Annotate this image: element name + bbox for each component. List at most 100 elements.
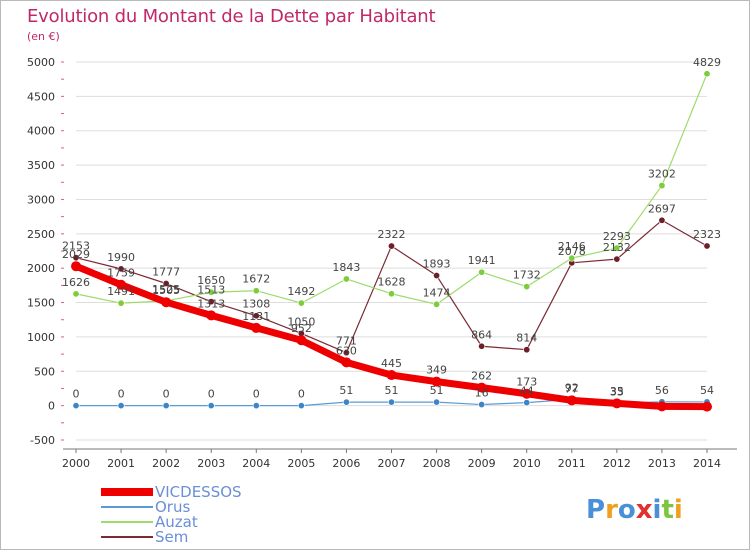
labels-orus: 0 0 0 0 0 0 51 51 51 16 44 92 35 56 54 <box>73 381 715 400</box>
series-sem <box>72 216 711 357</box>
data-point <box>342 349 350 357</box>
data-label: 2078 <box>558 245 586 258</box>
data-label: 262 <box>471 370 492 383</box>
data-label: 2029 <box>62 248 90 261</box>
data-point <box>523 346 531 354</box>
data-label: 1491 <box>107 285 135 298</box>
data-label: 1941 <box>468 254 496 267</box>
data-label: 1843 <box>332 261 360 274</box>
labels-auzat: 1626 1491 1525 1650 1672 1492 1843 1628 1474 1941… <box>62 56 721 300</box>
data-point <box>703 70 711 78</box>
data-label: 2153 <box>62 240 90 253</box>
data-label: 0 <box>73 388 80 401</box>
x-tick-label: 2014 <box>693 457 721 470</box>
data-label: 1626 <box>62 276 90 289</box>
data-label: 0 <box>208 388 215 401</box>
legend-swatch <box>101 506 153 508</box>
data-point <box>521 388 532 399</box>
data-label: 1672 <box>242 273 270 286</box>
data-label: 51 <box>430 384 444 397</box>
data-label: 1732 <box>513 269 541 282</box>
data-label: 1474 <box>423 286 451 299</box>
data-point <box>206 310 217 321</box>
data-point <box>386 370 397 381</box>
data-label: 2697 <box>648 202 676 215</box>
data-point <box>251 322 262 333</box>
data-point <box>342 275 350 283</box>
data-label: 1525 <box>152 283 180 296</box>
data-point <box>116 279 127 290</box>
data-label: 1990 <box>107 251 135 264</box>
data-point <box>252 312 260 320</box>
legend-item-sem: Sem <box>101 528 321 546</box>
data-point <box>656 401 667 412</box>
y-tick-label: 3000 <box>27 193 55 206</box>
legend-item-orus: Orus <box>101 498 321 516</box>
y-tick-label: 1500 <box>27 297 55 310</box>
data-point <box>613 255 621 263</box>
data-point <box>433 398 441 406</box>
data-point <box>476 382 487 393</box>
x-tick-label: 2000 <box>62 457 90 470</box>
data-label: 445 <box>381 357 402 370</box>
x-tick-label: 2010 <box>513 457 541 470</box>
data-point <box>252 402 260 410</box>
x-tick-label: 2003 <box>197 457 225 470</box>
data-label: 1050 <box>287 315 315 328</box>
x-tick-label: 2011 <box>558 457 586 470</box>
data-label: 51 <box>385 384 399 397</box>
x-tick-label: 2001 <box>107 457 135 470</box>
legend-item-auzat: Auzat <box>101 513 321 531</box>
data-point <box>611 398 622 409</box>
svg-text:Proxiti: Proxiti <box>586 495 683 525</box>
data-point <box>478 401 486 409</box>
data-point <box>162 402 170 410</box>
legend-item-vicdessos: VICDESSOS <box>101 483 321 501</box>
data-label: 814 <box>516 332 537 345</box>
legend-swatch <box>101 521 153 523</box>
data-point <box>207 288 215 296</box>
data-label: 1492 <box>287 285 315 298</box>
y-tick-label: 4000 <box>27 125 55 138</box>
data-label: 1893 <box>423 258 451 271</box>
data-point <box>523 399 531 407</box>
legend-swatch <box>101 488 153 496</box>
chart-subtitle: (en €) <box>27 30 60 43</box>
data-label: 864 <box>471 328 492 341</box>
data-point <box>207 402 215 410</box>
data-point <box>341 357 352 368</box>
data-label: 2293 <box>603 230 631 243</box>
data-point <box>296 335 307 346</box>
data-label: 4829 <box>693 56 721 69</box>
data-label: 1513 <box>197 284 225 297</box>
data-label: 1505 <box>152 284 180 297</box>
data-point <box>117 265 125 273</box>
data-label: 0 <box>298 388 305 401</box>
x-tick-label: 2004 <box>242 457 270 470</box>
x-tick-label: 2007 <box>378 457 406 470</box>
data-label: 44 <box>520 385 534 398</box>
data-label: 35 <box>610 385 624 398</box>
series-vicdessos <box>71 261 712 412</box>
data-point <box>703 242 711 250</box>
legend-label: VICDESSOS <box>155 483 242 501</box>
data-point <box>613 244 621 252</box>
data-point <box>702 401 712 412</box>
data-point <box>431 376 442 387</box>
data-point <box>387 290 395 298</box>
labels-sem: 2153 1990 1777 1513 1308 1050 771 2322 1893 864 81… <box>62 202 721 347</box>
data-label: 2323 <box>693 228 721 241</box>
data-label: 3202 <box>648 168 676 181</box>
labels-vicdessos: 2029 1759 1505 1313 1131 952 630 445 349 262 173 77… <box>62 248 624 398</box>
data-label: 952 <box>291 322 312 335</box>
data-point <box>478 268 486 276</box>
y-tick-label: 0 <box>48 400 55 413</box>
data-label: 1308 <box>242 298 270 311</box>
data-label: 1650 <box>197 274 225 287</box>
data-point <box>162 280 170 288</box>
data-point <box>387 242 395 250</box>
data-point <box>478 342 486 350</box>
data-label: 1759 <box>107 267 135 280</box>
